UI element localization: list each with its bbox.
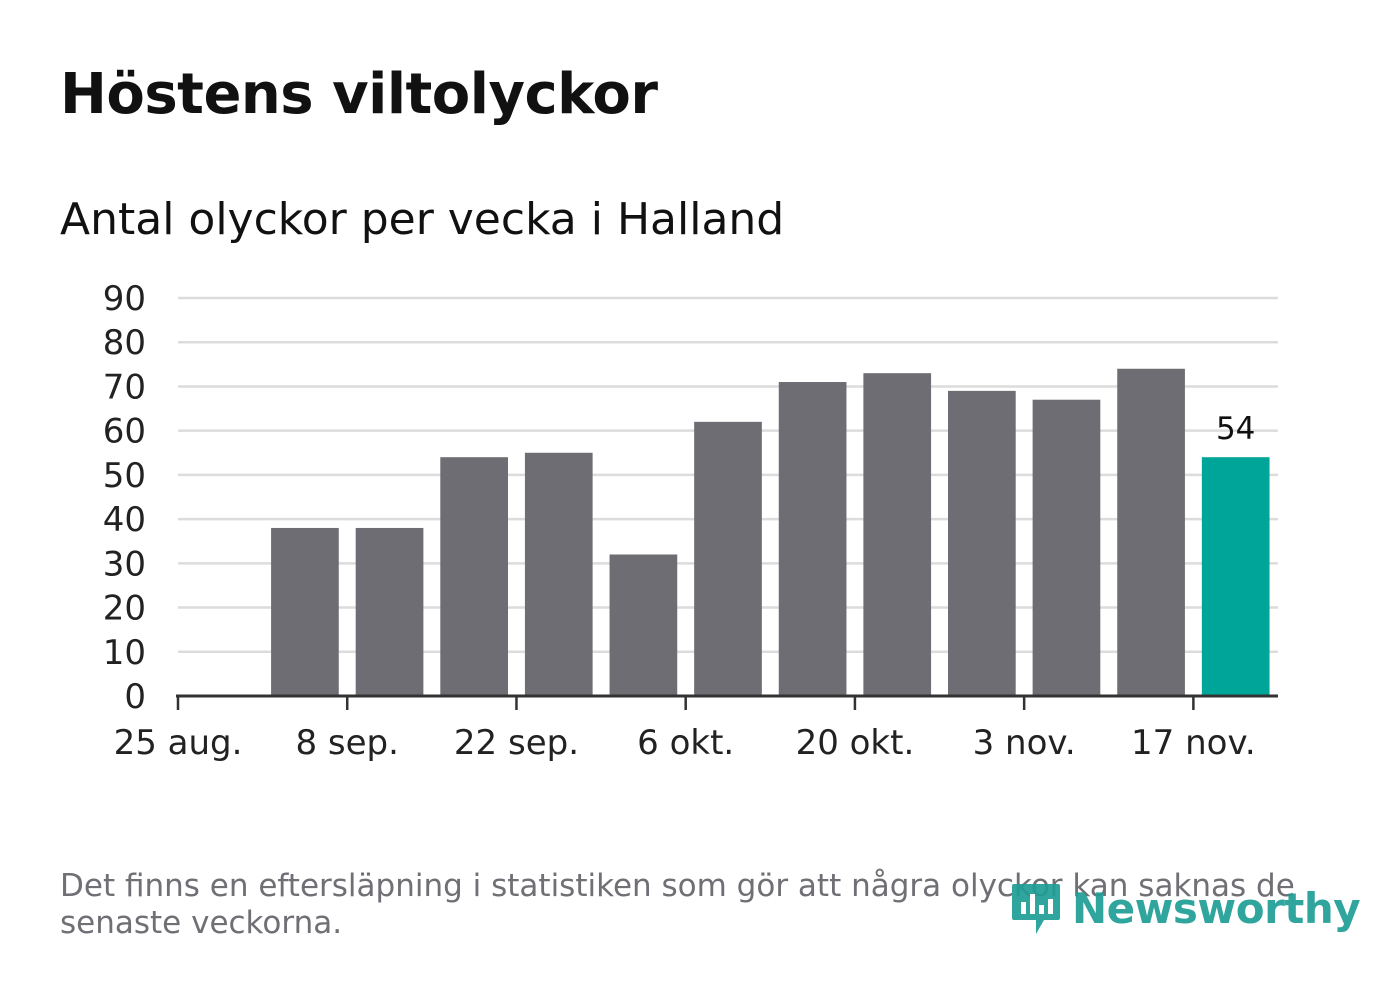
bar <box>355 527 424 696</box>
y-tick-label: 50 <box>103 456 146 496</box>
bar <box>524 452 593 696</box>
x-tick-label: 6 okt. <box>637 723 734 763</box>
x-tick-label: 25 aug. <box>114 723 243 763</box>
y-tick-label: 70 <box>103 367 146 407</box>
chart-title: Höstens viltolyckor <box>60 62 658 127</box>
x-tick-label: 17 nov. <box>1131 723 1256 763</box>
x-tick-label: 8 sep. <box>295 723 398 763</box>
bar <box>609 554 678 696</box>
bar-highlight <box>1201 457 1270 696</box>
y-tick-label: 20 <box>103 589 146 629</box>
newsworthy-logo: Newsworthy <box>1010 878 1361 938</box>
brand-name: Newsworthy <box>1072 883 1361 933</box>
bar <box>440 457 508 696</box>
y-tick-label: 60 <box>103 412 146 452</box>
y-tick-label: 10 <box>103 633 146 673</box>
y-tick-label: 80 <box>103 323 146 363</box>
chart-subtitle: Antal olyckor per vecka i Halland <box>60 194 785 245</box>
y-tick-label: 90 <box>103 279 146 319</box>
bar <box>863 373 932 696</box>
y-tick-label: 30 <box>103 544 146 584</box>
x-tick-label: 22 sep. <box>454 723 579 763</box>
bar <box>1117 368 1185 696</box>
x-tick-label: 3 nov. <box>973 723 1076 763</box>
y-tick-label: 0 <box>124 677 146 717</box>
bar <box>1032 399 1101 696</box>
newsworthy-logo-icon <box>1012 884 1060 934</box>
x-tick-label: 20 okt. <box>796 723 915 763</box>
y-tick-label: 40 <box>103 500 146 540</box>
bar <box>271 527 339 696</box>
bar <box>694 421 762 696</box>
bar <box>948 390 1016 696</box>
data-label: 54 <box>1216 411 1255 447</box>
footnote: Det finns en eftersläpning i statistiken… <box>60 868 1295 941</box>
bar <box>778 382 847 696</box>
